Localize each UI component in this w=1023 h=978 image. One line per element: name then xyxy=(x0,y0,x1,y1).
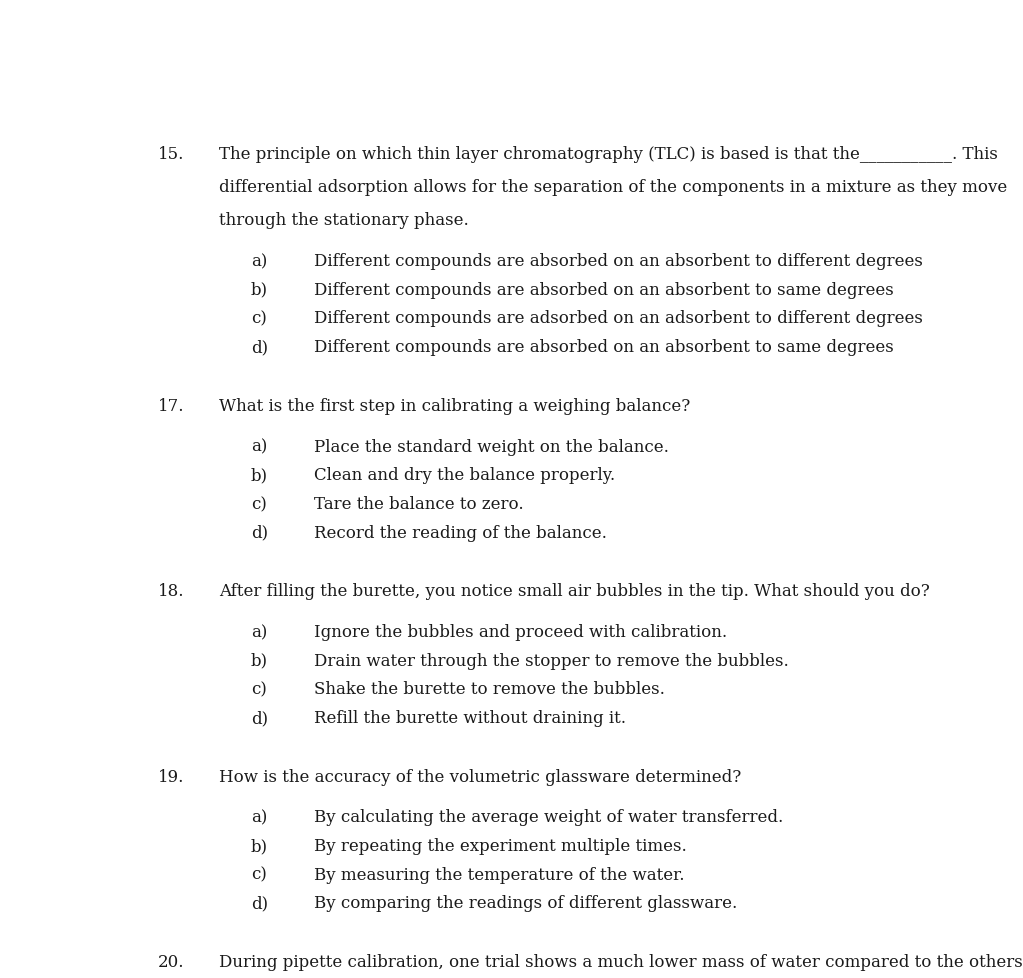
Text: Place the standard weight on the balance.: Place the standard weight on the balance… xyxy=(314,438,669,455)
Text: Shake the burette to remove the bubbles.: Shake the burette to remove the bubbles. xyxy=(314,681,665,697)
Text: Ignore the bubbles and proceed with calibration.: Ignore the bubbles and proceed with cali… xyxy=(314,623,727,641)
Text: b): b) xyxy=(251,652,268,669)
Text: By comparing the readings of different glassware.: By comparing the readings of different g… xyxy=(314,895,738,911)
Text: d): d) xyxy=(251,709,268,727)
Text: d): d) xyxy=(251,895,268,911)
Text: differential adsorption allows for the separation of the components in a mixture: differential adsorption allows for the s… xyxy=(219,179,1008,197)
Text: During pipette calibration, one trial shows a much lower mass of water compared : During pipette calibration, one trial sh… xyxy=(219,954,1023,970)
Text: Refill the burette without draining it.: Refill the burette without draining it. xyxy=(314,709,626,727)
Text: c): c) xyxy=(251,866,267,883)
Text: After filling the burette, you notice small air bubbles in the tip. What should : After filling the burette, you notice sm… xyxy=(219,583,930,600)
Text: Different compounds are absorbed on an absorbent to different degrees: Different compounds are absorbed on an a… xyxy=(314,253,923,270)
Text: a): a) xyxy=(251,253,267,270)
Text: 20.: 20. xyxy=(158,954,184,970)
Text: 19.: 19. xyxy=(158,768,184,785)
Text: By calculating the average weight of water transferred.: By calculating the average weight of wat… xyxy=(314,809,784,825)
Text: c): c) xyxy=(251,681,267,697)
Text: a): a) xyxy=(251,438,267,455)
Text: Clean and dry the balance properly.: Clean and dry the balance properly. xyxy=(314,467,615,484)
Text: 15.: 15. xyxy=(158,146,184,163)
Text: By measuring the temperature of the water.: By measuring the temperature of the wate… xyxy=(314,866,684,883)
Text: b): b) xyxy=(251,837,268,854)
Text: b): b) xyxy=(251,282,268,298)
Text: c): c) xyxy=(251,496,267,512)
Text: Record the reading of the balance.: Record the reading of the balance. xyxy=(314,524,607,541)
Text: 17.: 17. xyxy=(158,397,184,415)
Text: a): a) xyxy=(251,809,267,825)
Text: The principle on which thin layer chromatography (TLC) is based is that the_____: The principle on which thin layer chroma… xyxy=(219,146,997,163)
Text: d): d) xyxy=(251,524,268,541)
Text: Tare the balance to zero.: Tare the balance to zero. xyxy=(314,496,524,512)
Text: How is the accuracy of the volumetric glassware determined?: How is the accuracy of the volumetric gl… xyxy=(219,768,742,785)
Text: By repeating the experiment multiple times.: By repeating the experiment multiple tim… xyxy=(314,837,686,854)
Text: through the stationary phase.: through the stationary phase. xyxy=(219,212,469,229)
Text: 18.: 18. xyxy=(158,583,184,600)
Text: Different compounds are absorbed on an absorbent to same degrees: Different compounds are absorbed on an a… xyxy=(314,338,894,356)
Text: c): c) xyxy=(251,310,267,327)
Text: a): a) xyxy=(251,623,267,641)
Text: b): b) xyxy=(251,467,268,484)
Text: Different compounds are absorbed on an absorbent to same degrees: Different compounds are absorbed on an a… xyxy=(314,282,894,298)
Text: What is the first step in calibrating a weighing balance?: What is the first step in calibrating a … xyxy=(219,397,691,415)
Text: Drain water through the stopper to remove the bubbles.: Drain water through the stopper to remov… xyxy=(314,652,789,669)
Text: Different compounds are adsorbed on an adsorbent to different degrees: Different compounds are adsorbed on an a… xyxy=(314,310,923,327)
Text: d): d) xyxy=(251,338,268,356)
